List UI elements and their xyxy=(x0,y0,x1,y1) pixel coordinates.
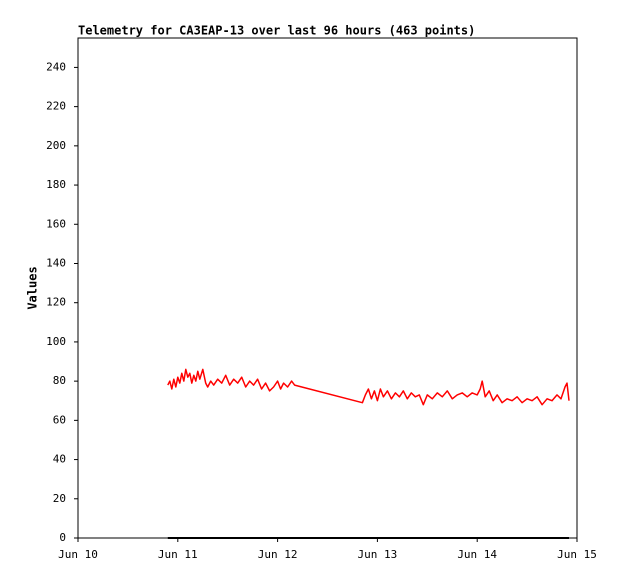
x-tick-label: Jun 14 xyxy=(457,548,497,561)
y-tick-label: 180 xyxy=(46,178,66,191)
y-tick-label: 120 xyxy=(46,296,66,309)
x-tick-label: Jun 11 xyxy=(158,548,198,561)
y-tick-label: 220 xyxy=(46,100,66,113)
y-tick-label: 100 xyxy=(46,335,66,348)
x-tick-label: Jun 13 xyxy=(358,548,398,561)
x-tick-label: Jun 12 xyxy=(258,548,298,561)
chart-title: Telemetry for CA3EAP-13 over last 96 hou… xyxy=(78,24,475,38)
y-axis-label: Values xyxy=(26,266,40,309)
x-tick-label: Jun 15 xyxy=(557,548,597,561)
y-tick-label: 0 xyxy=(59,531,66,544)
y-tick-label: 80 xyxy=(53,374,66,387)
y-tick-label: 20 xyxy=(53,492,66,505)
y-tick-label: 200 xyxy=(46,139,66,152)
y-tick-label: 40 xyxy=(53,453,66,466)
line-series xyxy=(167,368,570,406)
x-tick-label: Jun 10 xyxy=(58,548,98,561)
y-tick-label: 140 xyxy=(46,256,66,269)
y-tick-label: 60 xyxy=(53,413,66,426)
y-tick-label: 160 xyxy=(46,217,66,230)
y-tick-label: 240 xyxy=(46,60,66,73)
